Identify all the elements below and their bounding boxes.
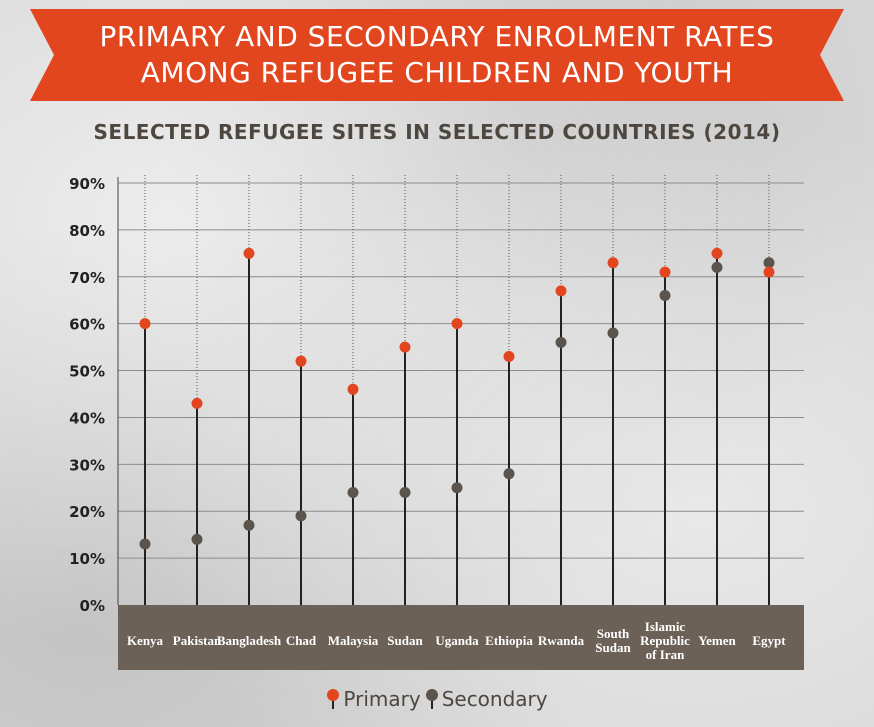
x-axis-band (118, 605, 804, 670)
secondary-point-8 (555, 336, 567, 348)
legend: Primary Secondary (0, 684, 874, 714)
banner-ribbon (30, 9, 844, 101)
secondary-pin-icon (425, 689, 438, 709)
secondary-point-7 (503, 468, 515, 480)
primary-point-4 (347, 383, 359, 395)
secondary-point-12 (763, 257, 775, 269)
x-tick-label: Ethiopia (485, 633, 533, 648)
primary-pin-icon (327, 689, 340, 709)
x-tick-label: Egypt (752, 633, 786, 648)
y-tick-label: 20% (69, 503, 105, 521)
x-tick-label: Sudan (595, 640, 631, 655)
legend-label-secondary: Secondary (441, 687, 548, 711)
legend-label-primary: Primary (343, 687, 421, 711)
primary-point-6 (451, 318, 463, 330)
legend-item-secondary: Secondary (425, 687, 548, 711)
x-tick-label: Malaysia (328, 633, 379, 648)
y-tick-label: 0% (80, 597, 105, 615)
x-tick-label: Uganda (435, 633, 479, 648)
primary-point-11 (711, 247, 723, 259)
secondary-point-4 (347, 486, 359, 498)
x-tick-label: Yemen (698, 633, 736, 648)
secondary-point-10 (659, 290, 671, 302)
x-tick-label: Republic (640, 633, 690, 648)
legend-item-primary: Primary (326, 687, 421, 711)
x-tick-label: South (597, 626, 630, 641)
x-tick-label: Pakistan (173, 633, 222, 648)
primary-point-10 (659, 266, 671, 278)
primary-point-12 (763, 266, 775, 278)
x-tick-label: of Iran (646, 647, 685, 662)
x-tick-label: Bangladesh (217, 633, 282, 648)
y-tick-label: 60% (69, 316, 105, 334)
secondary-point-3 (295, 510, 307, 522)
secondary-point-11 (711, 261, 723, 273)
primary-point-0 (139, 318, 151, 330)
title-banner: PRIMARY AND SECONDARY ENROLMENT RATES AM… (30, 9, 844, 101)
secondary-point-1 (191, 533, 203, 545)
chart-subtitle: SELECTED REFUGEE SITES IN SELECTED COUNT… (93, 120, 781, 144)
y-tick-label: 40% (69, 409, 105, 427)
secondary-point-6 (451, 482, 463, 494)
y-tick-label: 70% (69, 269, 105, 287)
y-tick-label: 90% (69, 175, 105, 193)
x-tick-label: Chad (286, 633, 317, 648)
secondary-point-5 (399, 486, 411, 498)
primary-point-5 (399, 341, 411, 353)
y-tick-label: 50% (69, 363, 105, 381)
title-line-2: AMONG REFUGEE CHILDREN AND YOUTH (140, 56, 734, 89)
y-tick-label: 10% (69, 550, 105, 568)
title-line-1: PRIMARY AND SECONDARY ENROLMENT RATES (99, 20, 775, 53)
x-tick-label: Kenya (127, 633, 164, 648)
primary-point-8 (555, 285, 567, 297)
secondary-point-0 (139, 538, 151, 550)
primary-point-2 (243, 247, 255, 259)
y-tick-label: 30% (69, 456, 105, 474)
secondary-point-2 (243, 519, 255, 531)
primary-point-9 (607, 257, 619, 269)
y-tick-label: 80% (69, 222, 105, 240)
secondary-point-9 (607, 327, 619, 339)
primary-point-1 (191, 397, 203, 409)
enrolment-chart: 0% 10% 20% 30% 40% 50% 60% 70% 80% 90% Kenya Pakist… (69, 175, 804, 670)
primary-point-7 (503, 350, 515, 362)
x-tick-label: Rwanda (538, 633, 585, 648)
x-tick-label: Sudan (387, 633, 423, 648)
x-tick-label: Islamic (645, 619, 686, 634)
primary-point-3 (295, 355, 307, 367)
